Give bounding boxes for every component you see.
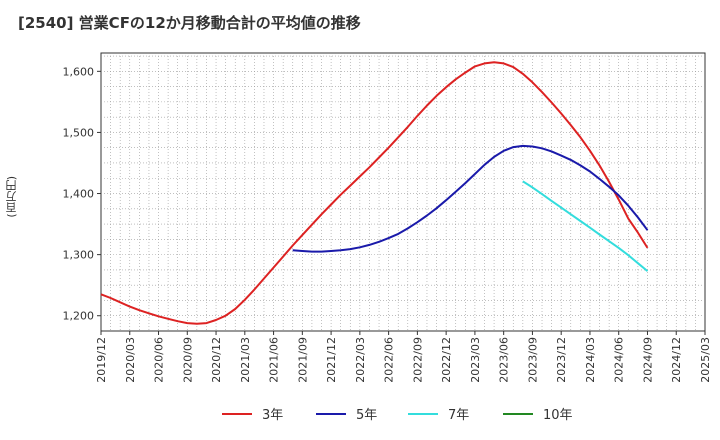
legend-label-10年: 10年 (543, 408, 573, 423)
x-tick-label: 2021/09 (296, 337, 309, 383)
y-tick-label: 1,300 (63, 249, 95, 262)
series-line-5年 (292, 144, 649, 253)
plot-area (100, 52, 706, 332)
y-tick-label: 1,200 (63, 310, 95, 323)
y-tick-label: 1,600 (63, 65, 95, 78)
x-tick-label: 2024/03 (584, 337, 597, 383)
legend-label-3年: 3年 (262, 408, 283, 423)
x-axis-ticks: 2019/12 2020/03 2020/06 2020/09 2020/12 2021/… (95, 331, 712, 383)
x-tick-label: 2020/09 (181, 337, 194, 383)
x-tick-label: 2019/12 (95, 337, 108, 383)
x-tick-label: 2020/03 (124, 337, 137, 383)
x-tick-label: 2022/03 (354, 337, 367, 383)
legend-label-5年: 5年 (356, 408, 377, 423)
grid (101, 53, 705, 331)
x-tick-label: 2021/03 (239, 337, 252, 383)
x-tick-label: 2024/12 (670, 337, 683, 383)
x-tick-label: 2023/12 (555, 337, 568, 383)
x-tick-label: 2022/12 (440, 337, 453, 383)
chart-title: [2540] 営業CFの12か月移動合計の平均値の推移 (18, 14, 361, 32)
legend-label-7年: 7年 (448, 408, 469, 423)
x-tick-label: 2025/03 (699, 337, 712, 383)
x-tick-label: 2023/09 (526, 337, 539, 383)
series-line-7年 (522, 180, 649, 272)
y-tick-label: 1,400 (63, 188, 95, 201)
series-lines (100, 61, 649, 325)
x-tick-label: 2024/06 (613, 337, 626, 383)
x-tick-label: 2021/06 (268, 337, 281, 383)
x-tick-label: 2021/12 (325, 337, 338, 383)
legend: 3年 5年 7年 10年 (222, 408, 573, 423)
x-tick-label: 2023/03 (469, 337, 482, 383)
series-line-3年 (100, 61, 649, 325)
x-tick-label: 2024/09 (641, 337, 654, 383)
y-axis-ticks: 1,200 1,300 1,400 1,500 1,600 (63, 65, 101, 323)
x-tick-label: 2022/06 (383, 337, 396, 383)
x-tick-label: 2023/06 (498, 337, 511, 383)
x-tick-label: 2020/12 (210, 337, 223, 383)
x-tick-label: 2020/06 (153, 337, 166, 383)
y-tick-label: 1,500 (63, 126, 95, 139)
x-tick-label: 2022/09 (411, 337, 424, 383)
